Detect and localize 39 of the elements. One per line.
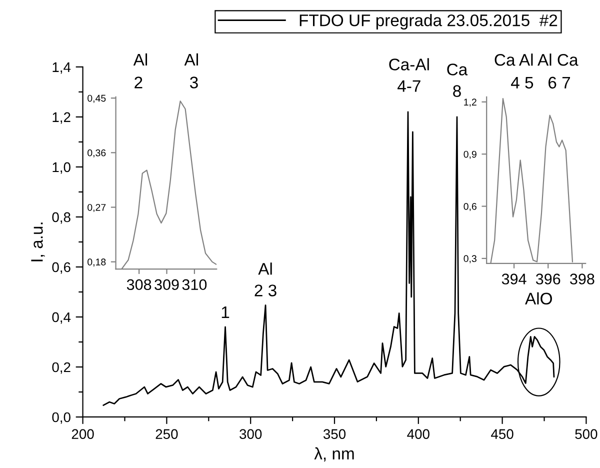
annotation: 1 — [222, 306, 230, 318]
annotation: Ca 8 — [447, 64, 468, 97]
annotation: Ca-Al 4-7 — [389, 58, 429, 92]
annotation: Ca Al Al Ca 4 5 6 7 — [494, 54, 578, 89]
x-axis-title: λ, nm — [314, 447, 354, 462]
y-tick-label: 0,36 — [88, 149, 106, 158]
x-tick-label: 398 — [570, 274, 594, 284]
x-tick-label: 396 — [536, 274, 560, 284]
y-tick-label: 0,0 — [52, 412, 70, 424]
x-tick-label: 350 — [323, 429, 346, 439]
y-tick-label: 0,6 — [52, 262, 70, 274]
y-tick-label: 0,27 — [88, 204, 106, 212]
annotation: Al Al 2 3 — [133, 53, 198, 88]
y-tick-label: 0,6 — [464, 203, 476, 212]
x-tick-label: 200 — [72, 429, 94, 439]
y-tick-label: 1,2 — [464, 98, 476, 107]
y-tick-label: 0,3 — [464, 255, 476, 264]
y-tick-label: 0,4 — [52, 312, 71, 324]
y-tick-label: 0,18 — [88, 258, 106, 267]
legend-label: FTDO UF pregrada 23.05.2015 #2 — [300, 14, 558, 30]
y-tick-label: 1,0 — [52, 162, 70, 174]
y-tick-label: 0,9 — [464, 150, 476, 159]
x-tick-label: 450 — [491, 429, 514, 439]
x-tick-label: 309 — [154, 279, 179, 290]
y-tick-label: 1,2 — [52, 112, 70, 124]
x-tick-label: 250 — [156, 429, 178, 439]
annotation: Al 2 3 — [254, 262, 276, 296]
x-tick-label: 310 — [182, 279, 207, 290]
x-tick-label: 300 — [240, 429, 262, 439]
x-tick-label: 500 — [575, 429, 598, 439]
y-tick-label: 0,2 — [52, 362, 70, 374]
x-tick-label: 308 — [126, 279, 152, 290]
y-tick-label: 1,4 — [52, 62, 71, 74]
y-tick-label: 0,45 — [88, 94, 106, 103]
x-tick-label: 400 — [407, 429, 430, 439]
y-axis-title: I, a.u. — [31, 222, 45, 262]
annotation: AlO — [525, 292, 552, 305]
x-tick-label: 394 — [502, 274, 526, 284]
y-tick-label: 0,8 — [52, 212, 70, 224]
